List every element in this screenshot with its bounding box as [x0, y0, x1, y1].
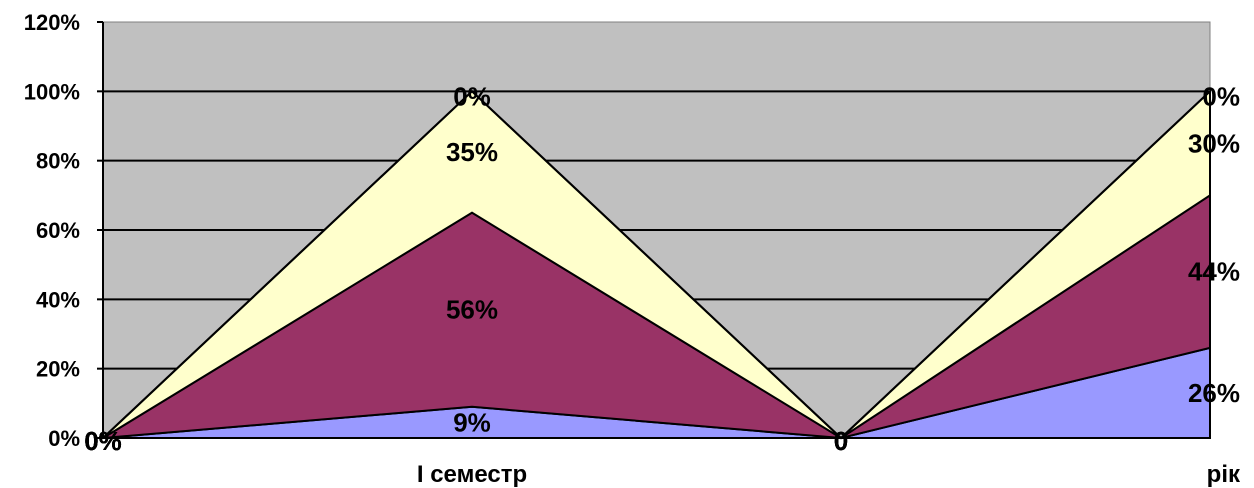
data-label: 56% [446, 295, 498, 325]
data-label: 0 [834, 426, 848, 456]
data-label: 0% [84, 426, 122, 456]
data-label: 0 [834, 426, 848, 456]
y-tick-label: 80% [36, 149, 80, 174]
x-category-label: рік [1207, 461, 1241, 488]
y-tick-label: 60% [36, 218, 80, 243]
data-label: 0% [453, 81, 491, 111]
axes [97, 21, 1210, 439]
data-label: 9% [453, 407, 491, 437]
data-label: 0 [834, 426, 848, 456]
data-label: 30% [1188, 128, 1240, 158]
y-tick-label: 40% [36, 287, 80, 312]
y-tick-label: 120% [24, 10, 80, 35]
area-series [102, 89, 1211, 440]
data-label: 0% [1202, 81, 1240, 111]
data-label: 26% [1188, 378, 1240, 408]
data-labels: 0%9%026%0%56%044%0%35%030%0%0%00% [84, 81, 1240, 456]
data-label: 0 [834, 426, 848, 456]
x-category-label: I семестр [417, 461, 527, 488]
y-tick-label: 0% [48, 426, 80, 451]
data-label: 44% [1188, 257, 1240, 287]
y-tick-label: 20% [36, 357, 80, 382]
y-tick-label: 100% [24, 79, 80, 104]
data-label: 0% [84, 426, 122, 456]
data-label: 0% [84, 426, 122, 456]
x-axis-category-labels: I семестр рік [417, 461, 1241, 488]
y-axis-tick-labels: 0% 20% 40% 60% 80% 100% 120% [24, 10, 80, 451]
data-label: 0% [84, 426, 122, 456]
data-label: 35% [446, 137, 498, 167]
